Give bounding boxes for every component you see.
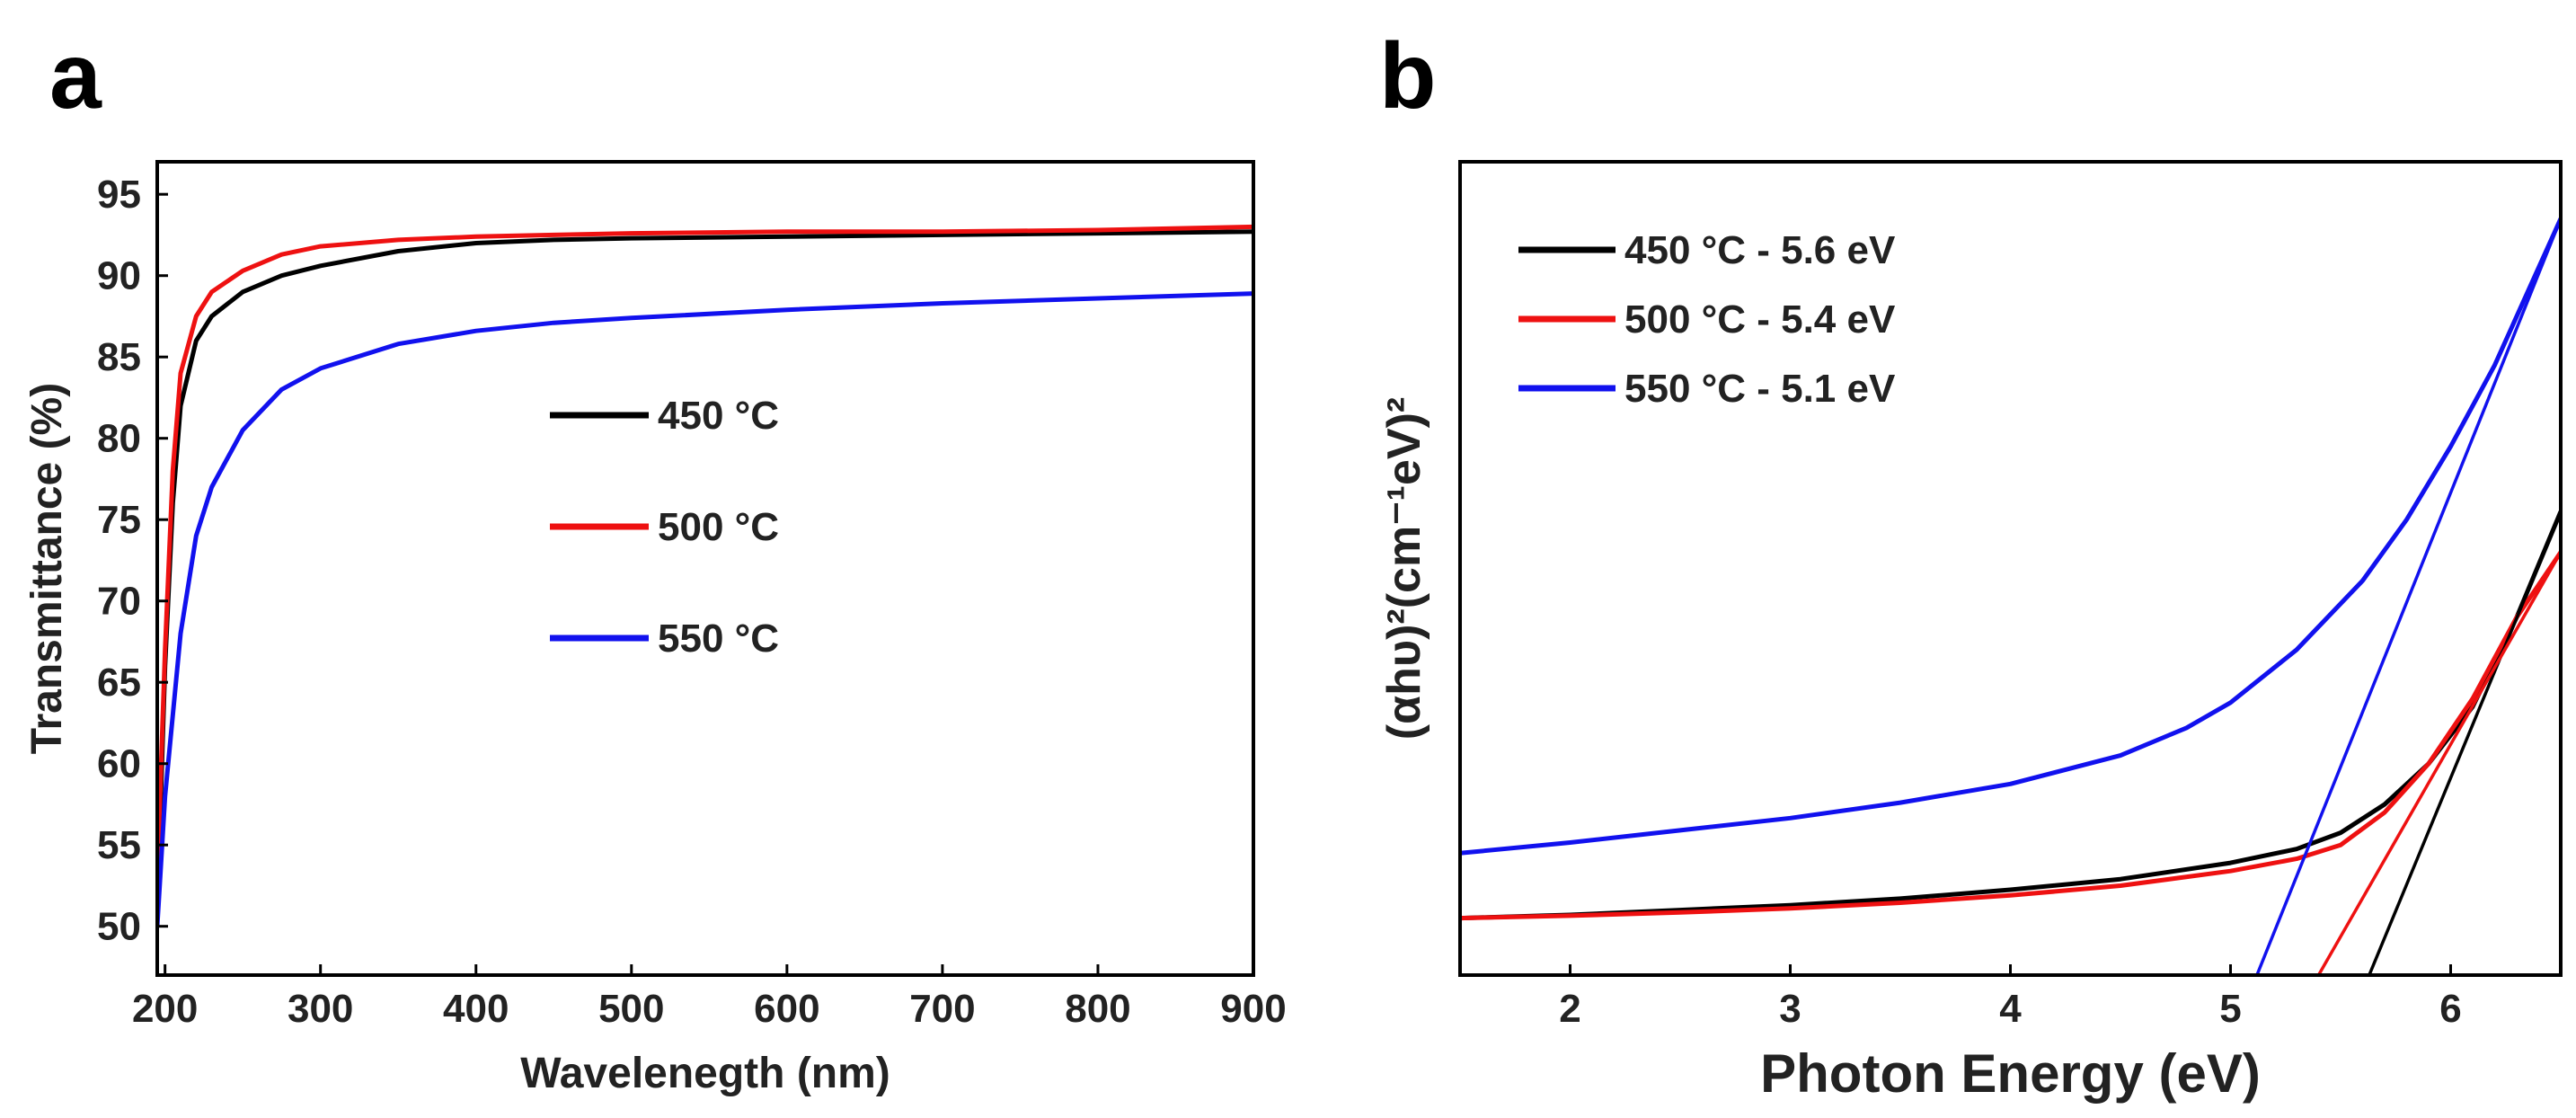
chart-b: 2 3 4 5 6 Photon Energy (eV) (αhυ)²(cm⁻¹eV)² 45… <box>1378 162 2561 1104</box>
x-tick-label: 400 <box>443 987 509 1031</box>
series-line-3 <box>157 294 1253 927</box>
legend-label-2: 500 °C - 5.4 eV <box>1624 297 1896 342</box>
x-tick-label: 200 <box>132 987 198 1031</box>
x-tick-label: 3 <box>1779 987 1801 1031</box>
y-tick-label: 70 <box>97 580 141 624</box>
fit-line-2 <box>2319 552 2562 975</box>
fit-line-1 <box>2369 511 2561 975</box>
x-tick-label: 2 <box>1559 987 1580 1031</box>
series-line-2 <box>157 226 1253 877</box>
legend-label-3: 550 °C <box>658 617 779 661</box>
y-axis-title: (αhυ)²(cm⁻¹eV)² <box>1378 397 1430 740</box>
plot-frame <box>1460 162 2561 975</box>
x-axis-title: Wavelenegth (nm) <box>520 1050 890 1097</box>
x-axis-title: Photon Energy (eV) <box>1760 1043 2261 1104</box>
series-line-2 <box>1460 552 2561 918</box>
y-tick-label: 65 <box>97 661 141 705</box>
x-tick-label: 900 <box>1220 987 1286 1031</box>
legend-label-1: 450 °C - 5.6 eV <box>1624 228 1896 272</box>
x-tick-label: 300 <box>288 987 353 1031</box>
y-tick-label: 85 <box>97 335 141 379</box>
x-tick-label: 4 <box>1999 987 2022 1031</box>
x-tick-label: 5 <box>2219 987 2241 1031</box>
legend-label-1: 450 °C <box>658 394 779 438</box>
x-tick-label: 6 <box>2439 987 2461 1031</box>
fit-line-3 <box>2257 218 2561 975</box>
y-tick-label: 50 <box>97 905 141 949</box>
x-tick-label: 600 <box>754 987 819 1031</box>
figure: a b 200 300 400 500 600 700 800 900505560657075… <box>0 0 2576 1118</box>
x-tick-label: 700 <box>909 987 975 1031</box>
y-tick-label: 95 <box>97 173 141 217</box>
y-tick-label: 55 <box>97 823 141 867</box>
y-axis-title: Transmittance (%) <box>23 383 71 754</box>
chart-a: 200 300 400 500 600 700 800 900 50 55 60 65 70 75 80 85… <box>23 162 1287 1097</box>
panel-b-label: b <box>1379 24 1437 129</box>
x-tick-label: 500 <box>598 987 664 1031</box>
y-tick-label: 90 <box>97 254 141 298</box>
panel-a-label: a <box>49 24 102 129</box>
plot-frame <box>157 162 1253 975</box>
series-line-1 <box>1460 511 2561 918</box>
y-tick-label: 80 <box>97 417 141 461</box>
y-tick-label: 60 <box>97 742 141 786</box>
y-tick-label: 75 <box>97 498 141 542</box>
x-tick-label: 800 <box>1065 987 1130 1031</box>
legend-label-3: 550 °C - 5.1 eV <box>1624 367 1896 411</box>
series-line-1 <box>157 232 1253 910</box>
legend-label-2: 500 °C <box>658 505 779 549</box>
